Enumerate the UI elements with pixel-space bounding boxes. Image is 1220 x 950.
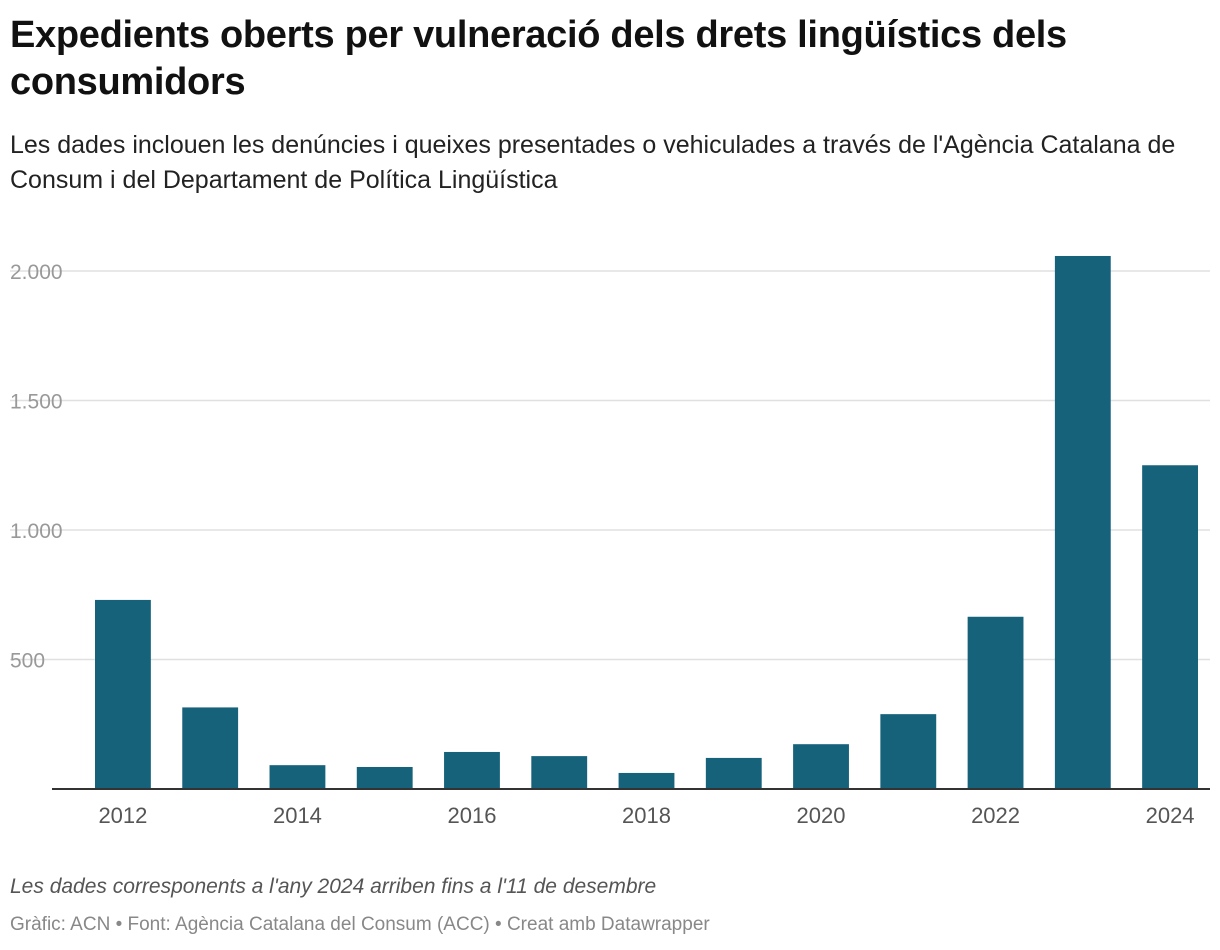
bar-2016: [444, 751, 500, 789]
bar-2020: [793, 744, 849, 789]
chart-subtitle: Les dades inclouen les denúncies i queix…: [10, 131, 1176, 194]
bar-2012: [95, 599, 151, 789]
bar-2019: [705, 757, 762, 789]
chart-source: Gràfic: ACN • Font: Agència Catalana del…: [10, 914, 710, 935]
y-tick-label: 1.500: [10, 391, 63, 414]
bar-2021: [880, 714, 937, 789]
bar-2018: [618, 772, 675, 789]
x-tick-label: 2018: [622, 803, 671, 828]
bar-2014: [269, 765, 326, 789]
y-tick-label: 2.000: [10, 261, 63, 284]
chart-note: Les dades corresponents a l'any 2024 arr…: [10, 875, 657, 898]
y-tick-label: 1.000: [10, 520, 63, 543]
x-tick-label: 2016: [447, 803, 496, 828]
x-tick-label: 2014: [273, 803, 322, 828]
x-tick-label: 2020: [797, 803, 846, 828]
bar-chart: 500 1.000 1.500 2.000 2012 2014 2016 2018 2020 20…: [0, 230, 1220, 850]
x-tick-label: 2024: [1146, 803, 1195, 828]
bar-2022: [967, 616, 1024, 789]
bar-2017: [531, 756, 588, 789]
y-tick-label: 500: [10, 650, 45, 673]
bar-2024: [1142, 465, 1198, 789]
x-tick-label: 2022: [971, 803, 1020, 828]
bar-2023: [1054, 255, 1111, 789]
bar-2015: [356, 766, 413, 789]
bar-2013: [182, 707, 239, 789]
bar-chart-svg: 500 1.000 1.500 2.000 2012 2014 2016 2018 2020 20…: [10, 255, 1210, 828]
x-tick-label: 2012: [98, 803, 147, 828]
chart-title: Expedients oberts per vulneració dels dr…: [10, 14, 1067, 103]
